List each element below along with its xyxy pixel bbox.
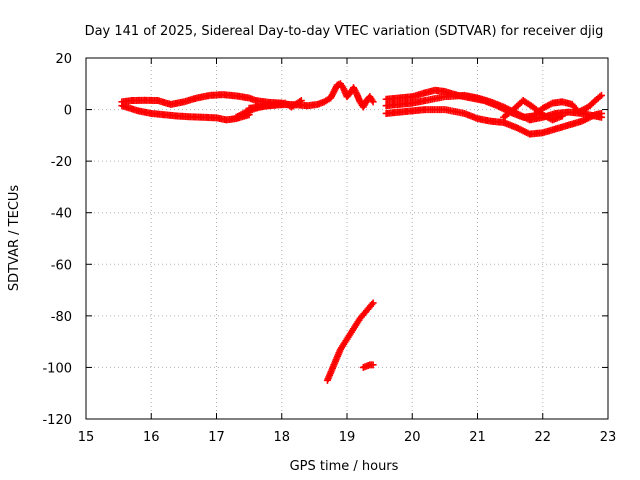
x-tick-label: 21: [469, 430, 486, 445]
y-tick-label: -20: [51, 155, 72, 170]
y-tick-label: -120: [42, 413, 72, 428]
x-tick-label: 17: [208, 430, 225, 445]
y-tick-label: -100: [42, 361, 72, 376]
x-axis-label: GPS time / hours: [290, 459, 399, 474]
data-point: [369, 98, 377, 106]
y-tick-label: -60: [51, 258, 72, 273]
y-tick-label: -40: [51, 207, 72, 222]
x-tick-label: 20: [404, 430, 421, 445]
chart-title: Day 141 of 2025, Sidereal Day-to-day VTE…: [85, 24, 604, 39]
data-point: [558, 112, 566, 120]
x-tick-label: 19: [339, 430, 356, 445]
x-tick-labels: 15 16 17 18 19 20 21 22 23: [78, 430, 617, 445]
y-tick-labels: -120 -100 -80 -60 -40 -20 0 20: [42, 52, 72, 428]
x-tick-label: 22: [534, 430, 551, 445]
axis-ticks: [85, 57, 609, 420]
y-axis-label: SDTVAR / TECUs: [7, 185, 22, 292]
x-tick-label: 18: [273, 430, 290, 445]
data-point: [597, 109, 605, 117]
x-tick-label: 16: [143, 430, 160, 445]
y-tick-label: -80: [51, 310, 72, 325]
x-tick-label: 15: [78, 430, 95, 445]
data-point: [369, 299, 377, 307]
data-points: [118, 80, 605, 384]
x-tick-label: 23: [600, 430, 617, 445]
data-point: [597, 91, 605, 99]
data-point: [369, 361, 377, 369]
y-tick-label: 0: [64, 104, 72, 119]
y-tick-label: 20: [55, 52, 72, 67]
